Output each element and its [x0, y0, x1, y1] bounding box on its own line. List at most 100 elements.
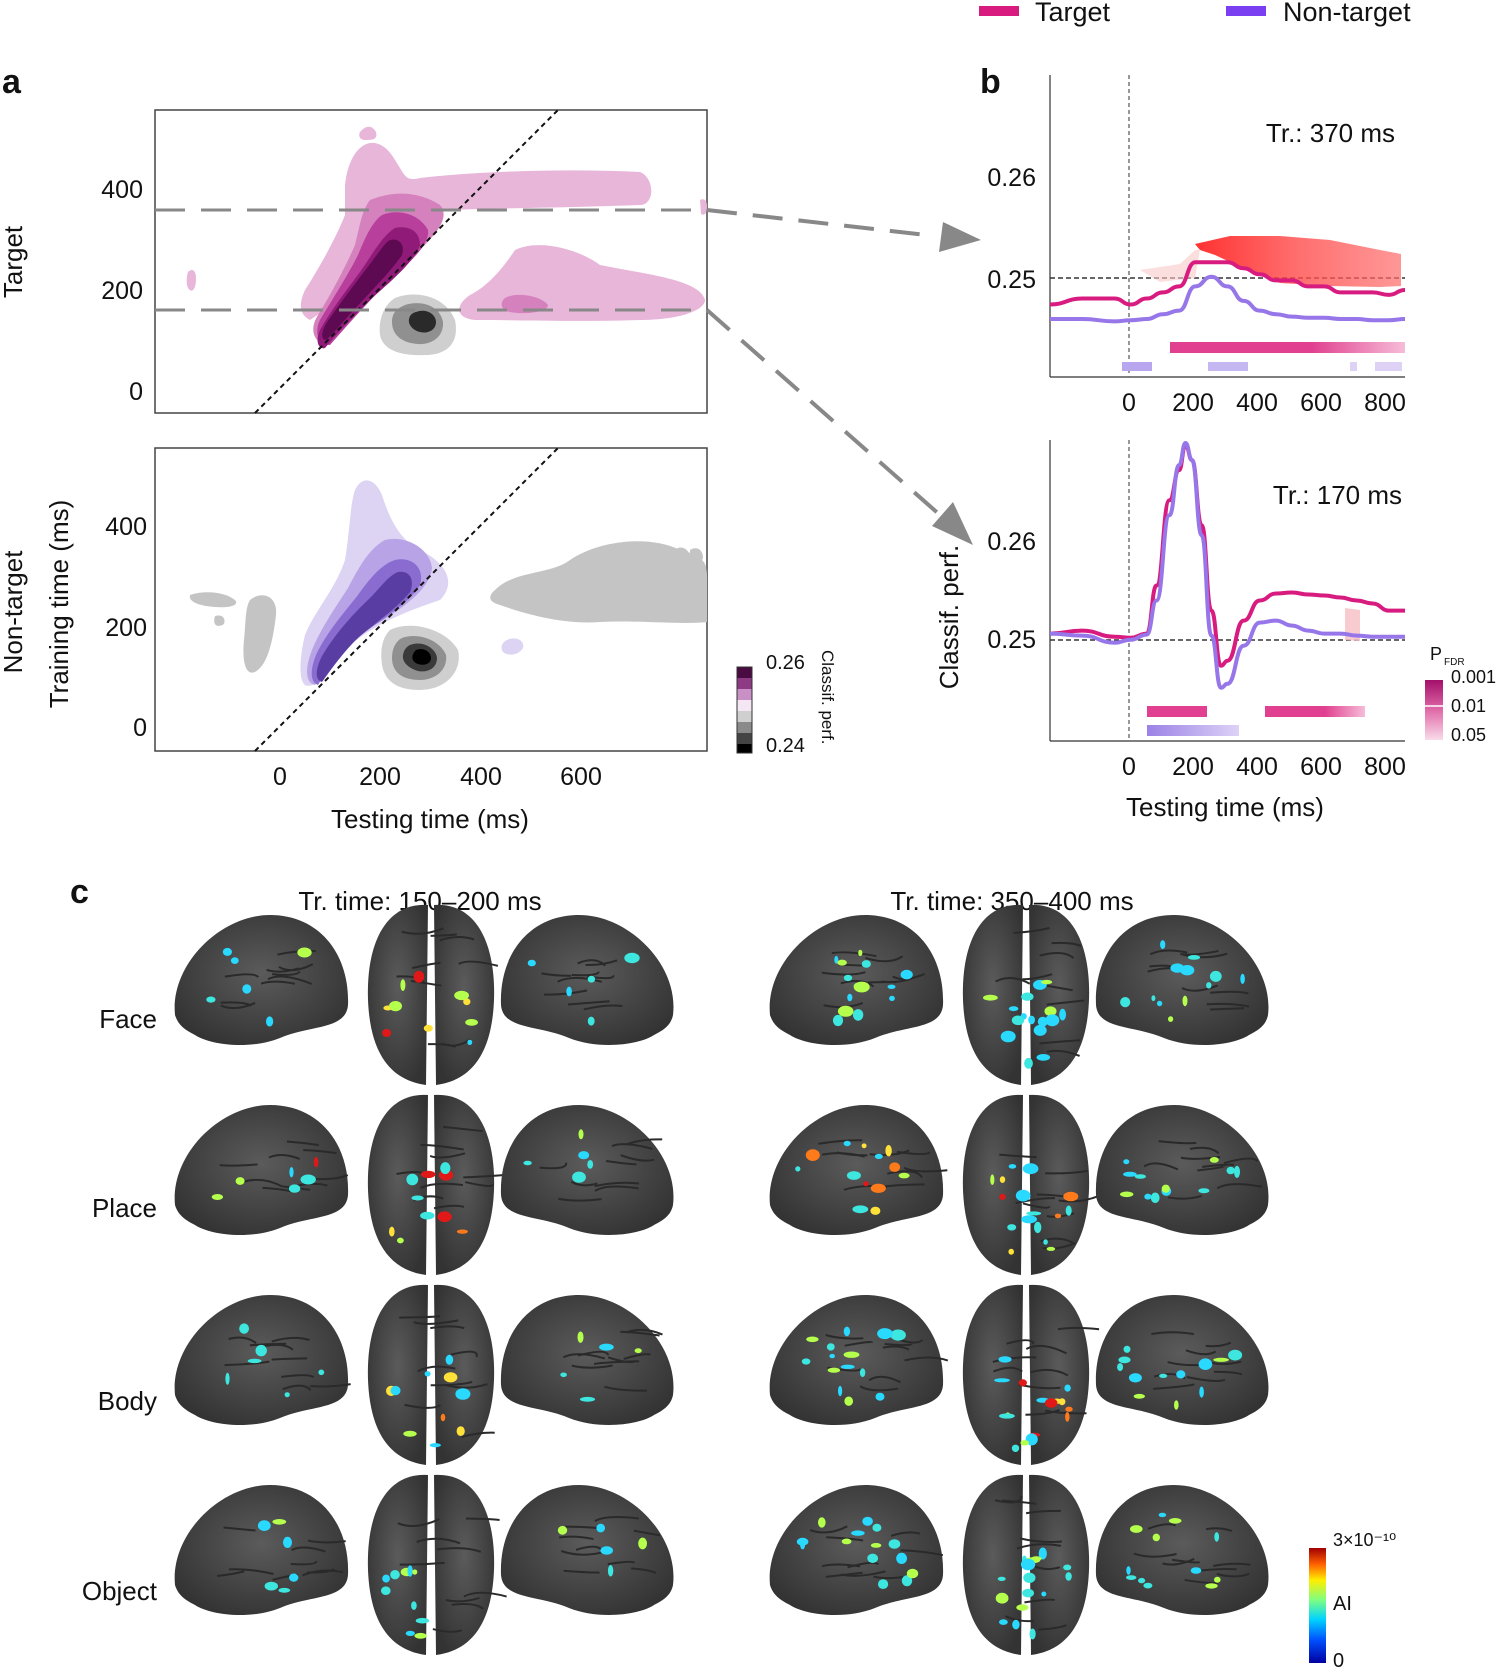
target-ytick: 200	[101, 277, 143, 305]
sulcus	[461, 1431, 495, 1439]
b-top-annotation: Tr.: 370 ms	[1266, 118, 1395, 148]
b-bottom-target-sigbar	[1265, 706, 1365, 717]
sulcus	[241, 1178, 283, 1188]
activation-spot	[400, 979, 406, 991]
brain-dorsal	[367, 1474, 507, 1655]
activation-spot	[889, 995, 895, 1002]
panel-c-row-label-place: Place	[92, 1193, 157, 1223]
sulcus	[607, 1356, 637, 1364]
sulcus	[571, 971, 600, 977]
activation-spot	[863, 1181, 869, 1187]
pfdr-colorbar: P FDR 0.001 0.01 0.05	[1425, 644, 1496, 745]
sulcus	[420, 1182, 464, 1189]
sulcus	[249, 1342, 287, 1347]
b-bottom-xtick: 800	[1364, 753, 1406, 781]
activation-spot	[420, 1211, 435, 1220]
activation-spot	[599, 1343, 614, 1351]
sulcus	[1205, 1341, 1232, 1348]
sulcus	[433, 1204, 465, 1210]
sulcus	[896, 1150, 931, 1156]
activation-spot	[837, 1005, 854, 1017]
activation-spot	[467, 1039, 473, 1046]
sulcus	[1210, 1007, 1245, 1011]
activation-spot	[832, 1014, 844, 1027]
sulcus	[1045, 984, 1073, 992]
activation-spot	[999, 1193, 1006, 1200]
activation-spot	[1226, 1166, 1235, 1175]
sulcus	[1025, 1344, 1067, 1355]
sulcus	[271, 1336, 310, 1343]
brain-lateral-right	[1095, 915, 1269, 1046]
sulcus	[809, 1525, 848, 1534]
sulcus	[626, 1138, 663, 1146]
panel-c-letter: c	[70, 873, 89, 911]
sulcus	[1153, 1383, 1195, 1390]
activation-spot	[1041, 1591, 1047, 1597]
activation-spot	[1028, 1015, 1035, 1025]
sulcus	[831, 951, 877, 958]
sulcus	[1016, 1543, 1062, 1550]
activation-spot	[983, 994, 998, 1001]
activation-spot	[624, 952, 640, 964]
sulcus	[286, 1140, 319, 1147]
activation-spot	[805, 1149, 820, 1161]
activation-spot	[1054, 1213, 1062, 1219]
b-bottom-target-sigbar	[1147, 706, 1207, 717]
activation-spot	[878, 1579, 889, 1589]
activation-spot	[841, 1538, 852, 1545]
activation-spot	[1064, 1384, 1071, 1392]
activation-spot	[1126, 1566, 1131, 1575]
contour	[690, 548, 703, 564]
ai-colorbar-label: AI	[1333, 1593, 1352, 1615]
activation-spot	[843, 1351, 860, 1358]
b-top-target-sigbar	[1170, 342, 1405, 353]
ai-colorbar-min: 0	[1333, 1650, 1344, 1672]
activation-spot	[1046, 1246, 1056, 1251]
activation-spot	[587, 975, 596, 983]
sulcus	[1046, 999, 1085, 1006]
activation-spot	[596, 1523, 605, 1533]
sulcus	[594, 1185, 639, 1192]
ai-colorbar: 3×10⁻¹⁰ AI 0	[1309, 1530, 1396, 1672]
brain-lateral-right	[1095, 1485, 1269, 1616]
sulcus	[219, 1163, 258, 1167]
activation-spot	[255, 1344, 267, 1357]
panel-a-row-label-nontarget: Non-target	[0, 550, 28, 674]
sulcus	[306, 1568, 335, 1574]
activation-spot	[1038, 1547, 1047, 1560]
activation-spot	[455, 1388, 471, 1400]
activation-spot	[587, 1160, 594, 1169]
activation-spot	[1198, 1188, 1210, 1194]
nontarget-ytick: 200	[105, 614, 147, 642]
activation-spot	[463, 998, 471, 1006]
brain-dorsal	[367, 1094, 503, 1275]
activation-spot	[885, 1145, 892, 1157]
activation-spot	[1168, 1518, 1182, 1524]
target-tg-matrix: 400 200 0	[101, 109, 708, 414]
b-bottom-xtick: 0	[1122, 753, 1136, 781]
sulcus	[541, 972, 572, 977]
contour	[412, 649, 431, 665]
sulcus	[1181, 984, 1219, 992]
sulcus	[429, 1152, 466, 1159]
activation-spot	[414, 1632, 427, 1639]
b-top-ytick: 0.25	[987, 266, 1036, 294]
activation-spot	[389, 1001, 402, 1012]
activation-spot	[288, 1184, 301, 1193]
activation-spot	[843, 974, 853, 982]
b-top-difference-shading-light	[1140, 250, 1200, 282]
activation-spot	[1123, 1345, 1131, 1353]
sulcus	[430, 1325, 465, 1330]
activation-spot	[382, 1029, 392, 1037]
activation-spot	[1160, 940, 1166, 950]
sulcus	[1058, 1194, 1100, 1203]
activation-spot	[1187, 955, 1201, 960]
activation-spot	[1043, 1239, 1048, 1245]
b-top-nontarget-sigbar	[1350, 362, 1357, 371]
activation-spot	[1209, 1157, 1219, 1163]
b-bottom-xtick: 400	[1236, 753, 1278, 781]
brain-lateral-right	[1095, 1105, 1269, 1236]
sulcus	[620, 1330, 660, 1337]
brain-lateral-left	[769, 1485, 944, 1616]
activation-spot	[235, 1177, 245, 1185]
